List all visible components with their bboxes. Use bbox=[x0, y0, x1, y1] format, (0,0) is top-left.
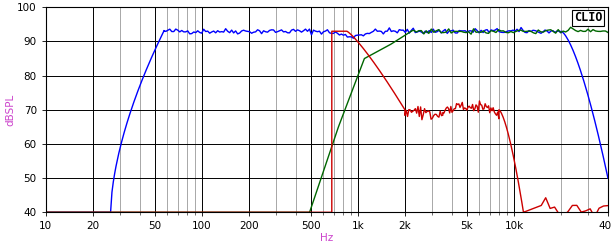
Text: CLIO: CLIO bbox=[574, 11, 602, 24]
Y-axis label: dBSPL: dBSPL bbox=[5, 94, 16, 126]
X-axis label: Hz: Hz bbox=[320, 233, 334, 243]
